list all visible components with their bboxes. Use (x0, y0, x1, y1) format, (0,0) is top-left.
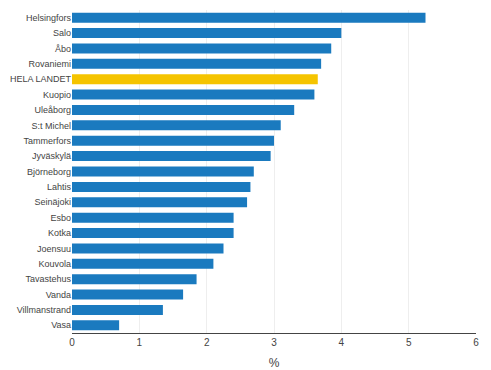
svg-text:Rovaniemi: Rovaniemi (28, 59, 71, 69)
svg-text:%: % (269, 356, 280, 370)
svg-text:Esbo: Esbo (50, 213, 71, 223)
svg-text:Björneborg: Björneborg (27, 167, 71, 177)
svg-text:0: 0 (69, 337, 75, 348)
svg-text:Kouvola: Kouvola (38, 259, 71, 269)
svg-text:Helsingfors: Helsingfors (26, 13, 72, 23)
svg-text:1: 1 (137, 337, 143, 348)
svg-text:Kotka: Kotka (48, 228, 71, 238)
svg-text:Åbo: Åbo (55, 44, 71, 54)
svg-text:Lahtis: Lahtis (47, 182, 72, 192)
svg-text:Joensuu: Joensuu (37, 244, 71, 254)
svg-text:Salo: Salo (53, 28, 71, 38)
svg-text:Jyväskylä: Jyväskylä (32, 151, 71, 161)
svg-text:5: 5 (406, 337, 412, 348)
svg-text:Vasa: Vasa (51, 320, 71, 330)
svg-text:Kuopio: Kuopio (43, 90, 71, 100)
svg-text:3: 3 (271, 337, 277, 348)
svg-text:Seinäjoki: Seinäjoki (34, 197, 71, 207)
svg-text:6: 6 (473, 337, 479, 348)
svg-text:2: 2 (204, 337, 210, 348)
svg-text:Tammerfors: Tammerfors (23, 136, 71, 146)
svg-text:Tavastehus: Tavastehus (25, 274, 71, 284)
svg-text:4: 4 (339, 337, 345, 348)
svg-text:S:t Michel: S:t Michel (31, 121, 71, 131)
svg-text:Villmanstrand: Villmanstrand (17, 305, 71, 315)
svg-text:Vanda: Vanda (46, 290, 71, 300)
svg-text:Uleåborg: Uleåborg (34, 105, 71, 115)
svg-text:HELA LANDET: HELA LANDET (10, 74, 72, 84)
